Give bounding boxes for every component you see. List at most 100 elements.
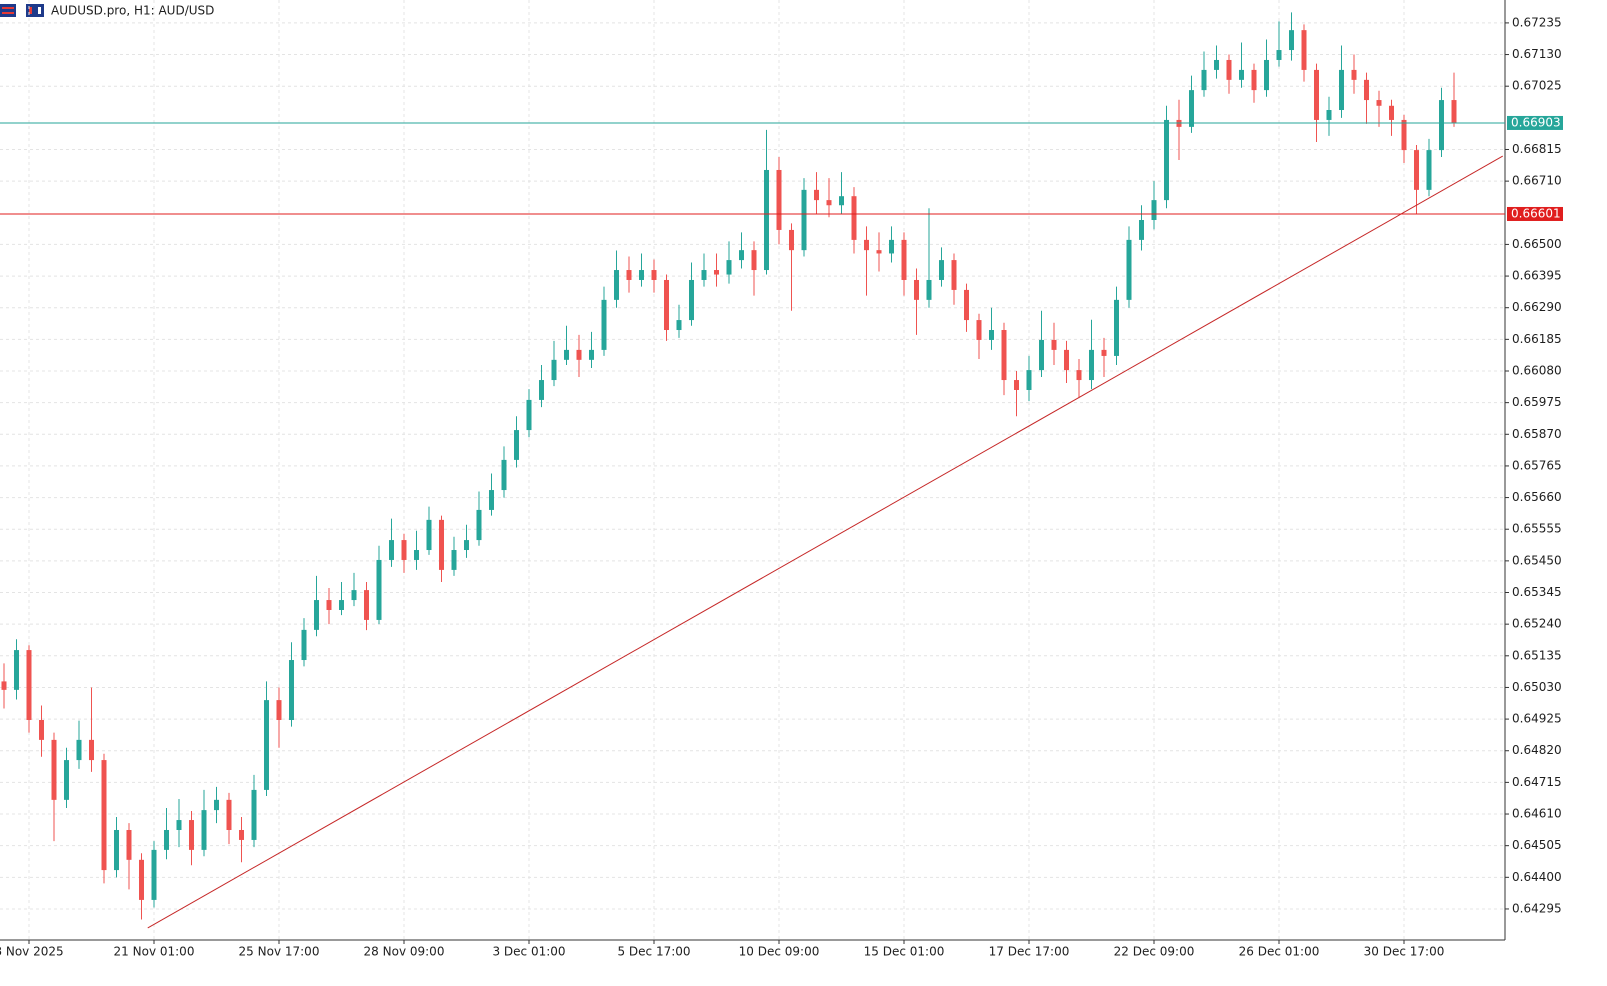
candle-body <box>964 289 969 321</box>
candle-body <box>14 650 19 690</box>
candle-body <box>901 239 907 280</box>
y-tick-label: 0.64400 <box>1512 870 1562 884</box>
candle-body <box>589 349 594 360</box>
candle-body <box>464 540 469 551</box>
candle-body <box>1064 349 1069 371</box>
price-tag <box>1507 115 1563 130</box>
candle-body <box>876 250 882 254</box>
candle-body <box>101 760 107 871</box>
candle-body <box>526 399 532 431</box>
x-tick-label: 25 Nov 17:00 <box>239 945 320 959</box>
candle-body <box>651 270 657 280</box>
candle-body <box>339 600 344 610</box>
candle-body <box>26 650 32 720</box>
x-tick-label: 30 Dec 17:00 <box>1364 945 1445 959</box>
candle-body <box>551 359 557 381</box>
candle-body <box>839 196 844 206</box>
candle-body <box>176 820 182 830</box>
candle-body <box>764 169 769 271</box>
x-tick-label: 10 Dec 09:00 <box>739 945 820 959</box>
candle-body <box>1276 50 1282 60</box>
candle-body <box>114 829 119 871</box>
candle-body <box>1201 69 1207 91</box>
candle-body <box>1301 30 1307 70</box>
candle-body <box>1251 69 1257 91</box>
candle-body <box>76 739 82 761</box>
candle-body <box>514 430 519 460</box>
candle-body <box>1151 200 1157 221</box>
candle-body <box>51 739 57 800</box>
candle-body <box>1364 79 1369 101</box>
y-tick-label: 0.64505 <box>1512 838 1562 852</box>
candle-body <box>251 789 257 840</box>
candle-body <box>714 270 719 275</box>
grid-layer <box>0 0 1509 944</box>
x-tick-label: 22 Dec 09:00 <box>1114 945 1195 959</box>
price-tag <box>1507 206 1563 221</box>
candle-body <box>89 739 94 761</box>
candle-body <box>1139 220 1144 240</box>
y-tick-label: 0.66080 <box>1512 363 1562 377</box>
candle-body <box>289 660 294 720</box>
candle-body <box>201 810 207 850</box>
candle-body <box>676 320 682 331</box>
candle-body <box>501 459 507 491</box>
candle-body <box>264 700 269 790</box>
y-tick-label: 0.66290 <box>1512 300 1562 314</box>
candle-body <box>801 189 807 251</box>
candle-body <box>476 509 482 541</box>
x-tick-label: 8 Nov 2025 <box>0 945 64 959</box>
candle-body <box>1189 90 1194 127</box>
chart-icon <box>26 4 44 17</box>
candle-body <box>1 681 7 690</box>
y-tick-label: 0.67235 <box>1512 15 1562 29</box>
candle-body <box>1051 339 1057 350</box>
candle-body <box>601 299 607 350</box>
candle-body <box>851 196 857 240</box>
y-tick-label: 0.66815 <box>1512 142 1562 156</box>
chart-icon-bar <box>29 7 32 14</box>
y-tick-label: 0.64820 <box>1512 743 1562 757</box>
candle-body <box>989 330 994 340</box>
candle-body <box>1426 150 1432 190</box>
y-tick-label: 0.66395 <box>1512 269 1562 283</box>
candle-body <box>364 590 369 620</box>
candle-body <box>626 270 632 280</box>
y-tick-label: 0.64295 <box>1512 901 1562 915</box>
candle-body <box>864 239 869 251</box>
candle-body <box>739 250 744 261</box>
candle-body <box>1289 30 1294 51</box>
candle-body <box>889 239 894 254</box>
candle-body <box>701 270 707 280</box>
y-tick-label: 0.65660 <box>1512 490 1562 504</box>
candle-body <box>439 519 444 570</box>
candle-body <box>426 519 432 551</box>
x-tick-label: 5 Dec 17:00 <box>617 945 690 959</box>
y-tick-label: 0.64925 <box>1512 712 1562 726</box>
candle-body <box>814 189 819 201</box>
trendline <box>147 155 1503 929</box>
y-tick-label: 0.67130 <box>1512 47 1562 61</box>
candle-body <box>576 349 582 360</box>
candle-body <box>1076 370 1082 381</box>
candle-body <box>926 279 932 300</box>
candle-body <box>1326 110 1332 120</box>
y-tick-label: 0.64715 <box>1512 775 1562 789</box>
candle-body <box>1376 100 1382 106</box>
y-tick-label: 0.66500 <box>1512 237 1562 251</box>
y-tick-label: 0.65030 <box>1512 680 1562 694</box>
candle-body <box>1026 370 1032 390</box>
candle-body <box>914 279 919 300</box>
candle-body <box>189 820 194 850</box>
candle-body <box>664 279 669 331</box>
candle-body <box>1239 69 1244 80</box>
y-tick-label: 0.66185 <box>1512 332 1562 346</box>
candle-body <box>351 590 357 601</box>
candle-body <box>564 349 569 360</box>
candle-body <box>1164 119 1169 201</box>
y-tick-label: 0.65450 <box>1512 553 1562 567</box>
candle-body <box>276 700 282 720</box>
candle-body <box>164 829 169 850</box>
y-tick-label: 0.64610 <box>1512 807 1562 821</box>
price-tag-label: 0.66601 <box>1511 206 1561 220</box>
